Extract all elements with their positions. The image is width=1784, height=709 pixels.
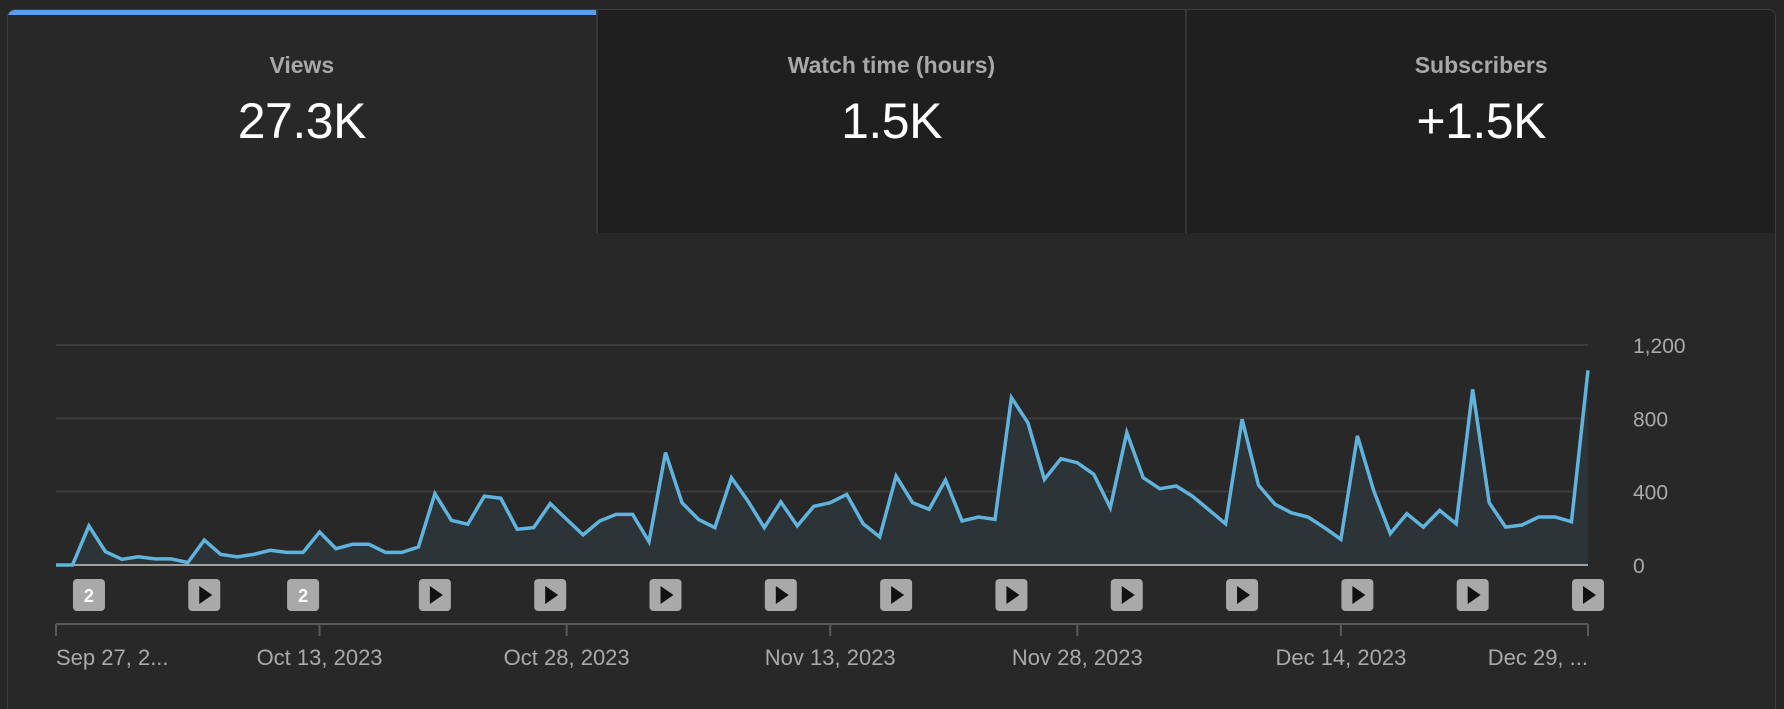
x-tick-label: Nov 13, 2023 — [765, 645, 896, 670]
tab-views[interactable]: Views 27.3K — [8, 10, 596, 233]
video-marker-button[interactable] — [764, 579, 797, 611]
tab-subscribers[interactable]: Subscribers +1.5K — [1185, 10, 1775, 233]
video-marker-button[interactable] — [649, 579, 682, 611]
marker-count: 2 — [84, 586, 94, 606]
tab-value: 1.5K — [841, 93, 942, 149]
marker-box — [72, 579, 105, 611]
x-tick-label: Sep 27, 2... — [56, 645, 169, 670]
metric-tabs: Views 27.3K Watch time (hours) 1.5K Subs… — [8, 10, 1775, 233]
video-marker-button[interactable] — [418, 579, 451, 611]
tab-value: +1.5K — [1416, 93, 1546, 149]
tab-label: Watch time (hours) — [787, 52, 996, 78]
y-axis-labels: 0 400 800 1,200 — [1633, 335, 1686, 578]
x-axis: Sep 27, 2... Oct 13, 2023 Oct 28, 2023 Nov … — [55, 623, 1589, 670]
y-tick-label: 400 — [1633, 482, 1668, 505]
gridlines — [56, 344, 1588, 493]
marker-count: 2 — [298, 586, 308, 606]
marker-box — [287, 579, 320, 611]
area-fill — [56, 370, 1588, 565]
video-marker-button[interactable] — [534, 579, 567, 611]
video-marker-button[interactable] — [880, 579, 913, 611]
x-tick-label: Oct 13, 2023 — [257, 645, 383, 670]
play-icon — [199, 586, 213, 604]
play-icon — [1583, 586, 1596, 604]
play-icon — [775, 586, 789, 604]
play-icon — [1121, 586, 1135, 604]
x-tick-label: Oct 28, 2023 — [504, 645, 630, 670]
video-marker-button[interactable] — [1572, 579, 1604, 611]
play-icon — [1352, 586, 1366, 604]
video-marker-button[interactable] — [995, 579, 1028, 611]
x-tick-label: Dec 14, 2023 — [1275, 645, 1406, 670]
x-tick-label: Dec 29, ... — [1488, 645, 1588, 670]
video-marker-button[interactable] — [1456, 579, 1489, 611]
multi-video-marker-button[interactable]: 2 — [72, 579, 105, 611]
active-tab-indicator — [8, 10, 596, 15]
tab-value: 27.3K — [237, 93, 367, 149]
video-marker-button[interactable] — [188, 579, 221, 611]
play-icon — [545, 586, 559, 604]
play-icon — [429, 586, 443, 604]
play-icon — [891, 586, 905, 604]
tab-watch-time[interactable]: Watch time (hours) 1.5K — [595, 10, 1186, 233]
y-tick-label: 800 — [1633, 408, 1668, 431]
video-marker-button[interactable] — [1110, 579, 1143, 611]
views-line[interactable] — [56, 370, 1590, 567]
x-tick-label: Nov 28, 2023 — [1012, 645, 1143, 670]
play-icon — [1006, 586, 1020, 604]
video-marker-button[interactable] — [1341, 579, 1374, 611]
tab-label: Subscribers — [1414, 52, 1548, 78]
y-tick-label: 1,200 — [1633, 335, 1686, 358]
play-icon — [1237, 586, 1251, 604]
multi-video-marker-button[interactable]: 2 — [287, 579, 320, 611]
tab-label: Views — [269, 52, 335, 78]
play-icon — [660, 586, 674, 604]
y-tick-label: 0 — [1633, 555, 1645, 578]
play-icon — [1467, 586, 1481, 604]
analytics-card: Views 27.3K Watch time (hours) 1.5K Subs… — [7, 9, 1776, 709]
video-marker-button[interactable] — [1226, 579, 1259, 611]
